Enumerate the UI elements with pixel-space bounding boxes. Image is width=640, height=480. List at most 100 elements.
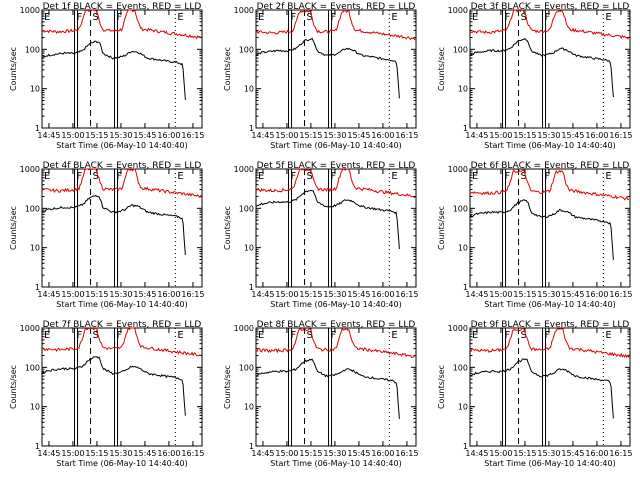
x-tick-label: 15:00 <box>61 131 84 140</box>
marker-label: S <box>93 330 99 341</box>
x-tick-label: 15:30 <box>323 131 346 140</box>
y-axis-label: Counts/sec <box>437 365 446 409</box>
x-tick-label: 15:15 <box>299 290 322 299</box>
x-tick-label: 15:30 <box>323 449 346 458</box>
marker-label: E <box>472 12 478 23</box>
x-tick-label: 16:00 <box>157 131 180 140</box>
y-tick-label: 1 <box>249 283 254 292</box>
marker-label: F <box>505 330 511 341</box>
panel-det-1: Det 1f BLACK = Events, RED = LLD 1 10 100 10… <box>9 2 204 150</box>
y-tick-label: 10 <box>244 85 254 94</box>
x-tick-label: 16:00 <box>371 131 394 140</box>
x-tick-label: 16:15 <box>395 290 418 299</box>
y-tick-label: 10 <box>244 244 254 253</box>
marker-label: E <box>44 330 50 341</box>
x-tick-label: 16:15 <box>181 449 204 458</box>
marker-label: F <box>77 12 83 23</box>
y-tick-label: 100 <box>25 363 40 372</box>
x-tick-label: 15:00 <box>489 131 512 140</box>
y-tick-label: 100 <box>25 45 40 54</box>
x-tick-label: 15:45 <box>133 449 156 458</box>
plot-frame <box>255 168 417 288</box>
marker-label: E <box>391 171 397 182</box>
y-tick-label: 1000 <box>20 6 40 15</box>
x-tick-label: 16:15 <box>609 131 632 140</box>
y-tick-label: 10 <box>458 403 468 412</box>
y-tick-label: 1 <box>463 124 468 133</box>
x-tick-label: 15:30 <box>109 290 132 299</box>
panel-title: Det 1f BLACK = Events, RED = LLD <box>43 2 202 12</box>
x-tick-label: 15:30 <box>537 131 560 140</box>
marker-label: E <box>472 171 478 182</box>
marker-label: E <box>605 12 611 23</box>
plot-frame <box>41 168 203 288</box>
y-tick-label: 1 <box>35 283 40 292</box>
y-axis-label: Counts/sec <box>223 365 232 409</box>
marker-label: S <box>307 330 313 341</box>
marker-label: E <box>391 12 397 23</box>
events-series-line <box>469 358 614 419</box>
lld-series-line <box>41 168 202 199</box>
x-tick-label: 15:45 <box>347 290 370 299</box>
marker-label: S <box>307 171 313 182</box>
panel-det-2: Det 2f BLACK = Events, RED = LLD 1 10 100 10… <box>223 2 418 150</box>
y-tick-label: 1 <box>249 124 254 133</box>
marker-label: E <box>391 330 397 341</box>
x-tick-label: 15:00 <box>489 449 512 458</box>
x-tick-label: 15:15 <box>513 131 536 140</box>
panel-det-8: Det 8f BLACK = Events, RED = LLD 1 10 100 10… <box>223 320 418 468</box>
x-axis-label: Start Time (06-May-10 14:40:40) <box>56 459 187 468</box>
marker-label: F <box>77 171 83 182</box>
x-tick-label: 15:45 <box>561 449 584 458</box>
x-axis-label: Start Time (06-May-10 14:40:40) <box>270 300 401 309</box>
plot-frame <box>41 327 203 447</box>
marker-label: F <box>545 330 551 341</box>
marker-label: S <box>521 171 527 182</box>
x-tick-label: 16:15 <box>395 449 418 458</box>
panel-title: Det 9f BLACK = Events, RED = LLD <box>471 320 630 330</box>
plot-frame <box>469 168 631 288</box>
events-series-line <box>41 40 186 101</box>
plot-frame <box>255 327 417 447</box>
x-tick-label: 15:45 <box>133 131 156 140</box>
y-tick-label: 1000 <box>448 165 468 174</box>
x-tick-label: 15:00 <box>275 290 298 299</box>
panel-det-3: Det 3f BLACK = Events, RED = LLD 1 10 100 10… <box>437 2 632 150</box>
x-tick-label: 15:45 <box>133 290 156 299</box>
marker-label: F <box>117 12 123 23</box>
panel-det-7: Det 7f BLACK = Events, RED = LLD 1 10 100 10… <box>9 320 204 468</box>
lld-series-line <box>469 9 630 40</box>
plot-frame <box>469 9 631 129</box>
x-tick-label: 15:00 <box>61 449 84 458</box>
marker-label: E <box>472 330 478 341</box>
marker-label: E <box>44 12 50 23</box>
x-tick-label: 15:15 <box>85 449 108 458</box>
plot-frame <box>255 9 417 129</box>
plot-frame <box>469 327 631 447</box>
panel-title: Det 2f BLACK = Events, RED = LLD <box>257 2 416 12</box>
panel-det-6: Det 6f BLACK = Events, RED = LLD 1 10 100 10… <box>437 161 632 309</box>
events-series-line <box>255 189 400 250</box>
x-tick-label: 15:30 <box>323 290 346 299</box>
marker-label: S <box>93 12 99 23</box>
lld-series-line <box>255 9 416 41</box>
x-tick-label: 16:15 <box>609 290 632 299</box>
marker-label: S <box>307 12 313 23</box>
x-tick-label: 14:45 <box>465 449 488 458</box>
x-tick-label: 15:15 <box>513 449 536 458</box>
y-tick-label: 10 <box>458 244 468 253</box>
x-tick-label: 16:00 <box>157 449 180 458</box>
x-axis-label: Start Time (06-May-10 14:40:40) <box>56 141 187 150</box>
marker-label: E <box>177 330 183 341</box>
marker-label: E <box>605 330 611 341</box>
lld-series-line <box>255 327 416 359</box>
y-tick-label: 1000 <box>234 324 254 333</box>
marker-label: F <box>331 330 337 341</box>
events-series-line <box>469 37 614 98</box>
x-tick-label: 16:00 <box>585 449 608 458</box>
marker-label: F <box>505 12 511 23</box>
x-tick-label: 14:45 <box>251 131 274 140</box>
panel-title: Det 6f BLACK = Events, RED = LLD <box>471 161 630 171</box>
panel-det-9: Det 9f BLACK = Events, RED = LLD 1 10 100 10… <box>437 320 632 468</box>
